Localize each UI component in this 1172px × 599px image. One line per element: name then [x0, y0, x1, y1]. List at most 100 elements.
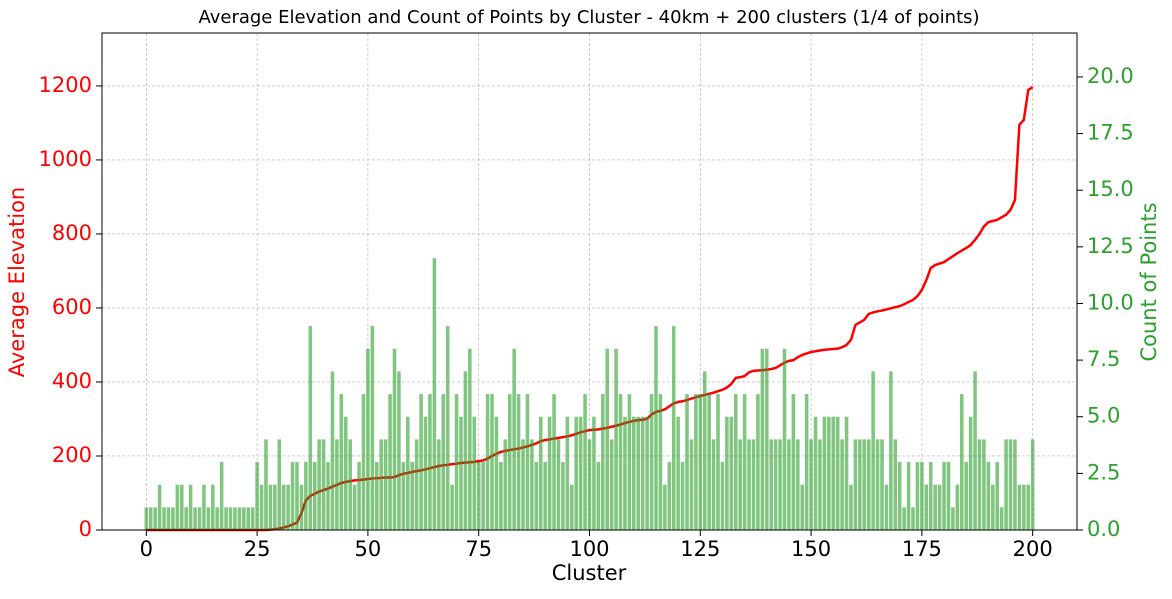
bar	[414, 439, 419, 530]
bar	[1013, 439, 1017, 530]
bar	[454, 394, 459, 530]
bar	[663, 484, 667, 530]
bar	[259, 484, 264, 530]
bar	[840, 439, 844, 530]
bar	[148, 507, 153, 530]
y-tick-label: 0	[79, 517, 92, 541]
bar	[1004, 439, 1008, 530]
bar	[818, 439, 822, 530]
x-tick-label: 125	[680, 537, 720, 561]
bar	[995, 462, 999, 530]
bar	[166, 507, 171, 530]
bar	[578, 416, 583, 530]
bar	[277, 439, 282, 530]
bar	[853, 439, 858, 530]
bar	[694, 394, 698, 530]
bar	[716, 394, 720, 530]
bar	[835, 416, 840, 530]
bar	[233, 507, 237, 530]
bar	[680, 462, 685, 530]
bar	[982, 439, 986, 530]
bar	[419, 394, 423, 530]
bar	[796, 439, 800, 530]
bar	[211, 484, 215, 530]
bar	[286, 484, 290, 530]
bar	[512, 348, 516, 530]
bar	[206, 507, 211, 530]
x-tick-label: 75	[465, 537, 492, 561]
bar	[330, 371, 335, 530]
bar	[849, 484, 853, 530]
bar	[937, 484, 942, 530]
bar	[525, 394, 530, 530]
bar	[304, 462, 308, 530]
bar	[862, 439, 867, 530]
bar	[986, 462, 991, 530]
bar	[751, 439, 756, 530]
bar	[450, 484, 454, 530]
bar	[171, 507, 175, 530]
bar	[951, 507, 955, 530]
bar	[1017, 484, 1022, 530]
bar	[942, 462, 946, 530]
bar	[552, 394, 556, 530]
bar	[184, 507, 188, 530]
y-tick-label: 1200	[39, 73, 92, 97]
bar	[782, 348, 787, 530]
bar	[538, 416, 543, 530]
bar	[667, 462, 672, 530]
bar	[946, 462, 951, 530]
bar	[392, 348, 397, 530]
bar	[237, 507, 242, 530]
x-tick-label: 175	[902, 537, 942, 561]
bar	[920, 462, 924, 530]
bar	[889, 371, 893, 530]
bar	[445, 326, 450, 530]
bar	[760, 348, 765, 530]
bar	[747, 439, 751, 530]
bar	[476, 462, 481, 530]
bar	[756, 394, 760, 530]
bar	[658, 394, 663, 530]
bar	[968, 416, 973, 530]
x-axis-label: Cluster	[552, 561, 627, 585]
bar	[379, 439, 383, 530]
x-tick-label: 100	[569, 537, 609, 561]
bar	[804, 394, 809, 530]
bar	[844, 416, 849, 530]
bar	[1008, 439, 1013, 530]
bar	[459, 416, 463, 530]
bar	[370, 326, 375, 530]
bar	[897, 462, 902, 530]
bar	[224, 507, 228, 530]
bar	[428, 394, 432, 530]
bar	[312, 462, 317, 530]
bar	[321, 439, 326, 530]
bar	[468, 348, 472, 530]
bar	[654, 326, 658, 530]
bar	[565, 416, 570, 530]
bar	[503, 439, 508, 530]
bar	[242, 507, 246, 530]
bar	[432, 258, 437, 530]
bar	[255, 462, 259, 530]
y2-tick-label: 20.0	[1087, 64, 1134, 88]
bar	[153, 507, 157, 530]
bar	[765, 348, 769, 530]
bar	[773, 439, 778, 530]
bar	[733, 394, 738, 530]
bar	[273, 484, 277, 530]
bar	[640, 416, 645, 530]
x-tick-label: 25	[244, 537, 271, 561]
bar	[175, 484, 180, 530]
bar	[875, 439, 880, 530]
bar	[973, 371, 977, 530]
bar	[609, 439, 614, 530]
bar	[180, 484, 184, 530]
y-tick-label: 600	[52, 295, 92, 319]
bar	[725, 416, 729, 530]
bar	[463, 371, 468, 530]
bar	[264, 439, 268, 530]
bar	[955, 484, 960, 530]
bar	[188, 484, 193, 530]
